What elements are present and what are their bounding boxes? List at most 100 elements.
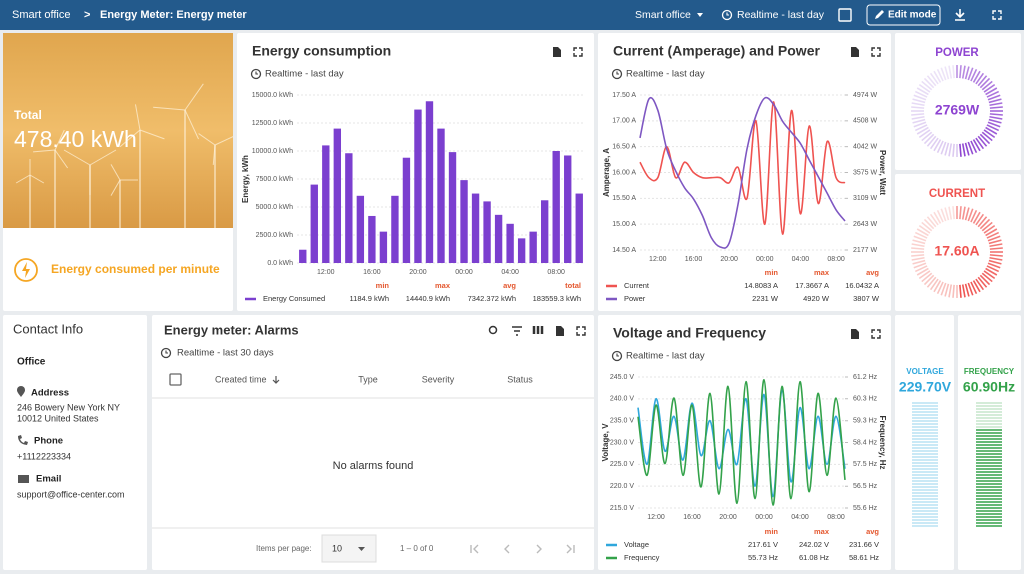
edit-mode-button[interactable] <box>866 4 941 26</box>
series-line <box>639 96 846 249</box>
gauge-tick <box>967 67 974 81</box>
gauge-tick <box>921 221 933 232</box>
gauge-tick <box>911 247 925 250</box>
gauge-tick <box>914 265 928 273</box>
page-size-select[interactable] <box>321 534 377 563</box>
legend-value: 16.0432 A <box>845 281 879 290</box>
legend-value: 4920 W <box>803 294 830 303</box>
y-tick-label: 12500.0 kWh <box>252 120 293 127</box>
gauge-tick <box>989 247 1003 250</box>
bar <box>471 193 480 263</box>
turbine-blade <box>214 136 234 146</box>
contact-name: Office <box>17 357 46 368</box>
gauge-tick <box>929 137 939 150</box>
gauge-tick <box>940 282 947 296</box>
column-header[interactable]: Status <box>507 374 533 384</box>
gauge-tick <box>940 141 947 155</box>
download-button[interactable] <box>955 9 965 21</box>
bar <box>425 101 434 263</box>
search-button[interactable] <box>488 325 498 335</box>
fullscreen-button[interactable] <box>576 326 586 336</box>
pager-button[interactable] <box>536 544 542 554</box>
column-header[interactable]: Severity <box>422 374 455 384</box>
gauge-tick <box>911 256 925 261</box>
turbine-blade <box>89 149 117 166</box>
gauge-tick <box>959 143 962 157</box>
series-line <box>637 378 846 506</box>
legend-header: min <box>765 527 779 536</box>
gauge-tick <box>912 239 926 245</box>
y2-tick-label: 55.6 Hz <box>853 505 878 512</box>
turbine-blade <box>63 149 91 166</box>
fullscreen-button[interactable] <box>871 329 881 339</box>
gauge-tick <box>967 141 974 155</box>
gauge-tick <box>944 283 950 297</box>
clock-icon <box>611 68 623 80</box>
total-footer: Energy consumed per minute <box>51 262 220 276</box>
x-tick-label: 04:00 <box>791 514 809 521</box>
gauge-tick <box>972 139 981 152</box>
pager-button[interactable] <box>504 544 510 554</box>
gauge-tick <box>979 77 991 89</box>
gauge-tick <box>983 129 996 139</box>
gauge-tick <box>989 106 1003 109</box>
export-button[interactable] <box>851 47 859 57</box>
pager-button[interactable] <box>566 544 575 554</box>
turbine-blade <box>153 106 186 111</box>
pencil-icon <box>875 10 884 19</box>
y2-tick-label: 56.5 Hz <box>853 483 878 490</box>
gauge-tick <box>911 115 925 120</box>
turbine-blade <box>184 109 199 140</box>
timewindow-button[interactable]: Realtime - last day <box>737 9 825 21</box>
export-button[interactable] <box>851 329 859 339</box>
legend-value: 14440.9 kWh <box>406 294 450 303</box>
gauge-tick <box>913 262 927 269</box>
export-button[interactable] <box>556 326 564 336</box>
gauge-tick <box>964 207 970 221</box>
pager-button[interactable] <box>470 544 479 554</box>
bar <box>506 223 514 263</box>
fullscreen-button[interactable] <box>992 10 1002 20</box>
columns-button[interactable] <box>532 326 544 334</box>
gauge-tick <box>923 274 935 286</box>
x-tick-label: 20:00 <box>719 514 737 521</box>
legend-header: max <box>814 527 830 536</box>
select-all-checkbox[interactable] <box>169 373 182 386</box>
pin-icon <box>17 386 25 397</box>
clock-icon <box>726 12 729 16</box>
column-header[interactable]: Type <box>358 374 378 384</box>
gauge-tick <box>914 231 928 239</box>
entity-select[interactable]: Smart office <box>635 9 691 21</box>
legend-value: 242.02 V <box>799 540 829 549</box>
gauge-tick <box>972 211 981 224</box>
gauge-tick <box>964 66 970 80</box>
column-header[interactable]: Created time <box>215 374 267 384</box>
y-tick-label: 15.50 A <box>612 195 636 202</box>
gauge-tick <box>977 216 988 228</box>
gauge-tick <box>933 211 942 224</box>
export-button[interactable] <box>553 47 561 57</box>
gauge-tick <box>988 239 1002 245</box>
legend-header: min <box>376 281 390 290</box>
breadcrumb-link[interactable]: Smart office <box>12 9 71 21</box>
y-tick-label: 220.0 V <box>610 483 634 490</box>
x-tick-label: 00:00 <box>455 269 473 276</box>
filter-button[interactable] <box>512 326 522 336</box>
contact-phone: +1112223334 <box>17 451 71 461</box>
bar <box>460 180 468 263</box>
gauge-tick <box>940 208 947 222</box>
total-label: Total <box>14 108 42 122</box>
fullscreen-button[interactable] <box>871 47 881 57</box>
y2-tick-label: 61.2 Hz <box>853 374 878 381</box>
gauge-tick <box>911 113 925 116</box>
gauge-tick <box>948 206 953 220</box>
gauge-tick <box>983 224 996 234</box>
y2-tick-label: 2643 W <box>853 221 878 228</box>
bar <box>310 184 318 263</box>
image-button[interactable] <box>838 8 852 22</box>
gauge-value: 2769W <box>935 102 980 118</box>
widget-subtitle: Realtime - last 30 days <box>177 348 274 359</box>
gauge-title: CURRENT <box>929 188 985 200</box>
legend-value: 183559.3 kWh <box>533 294 581 303</box>
fullscreen-button[interactable] <box>573 47 583 57</box>
